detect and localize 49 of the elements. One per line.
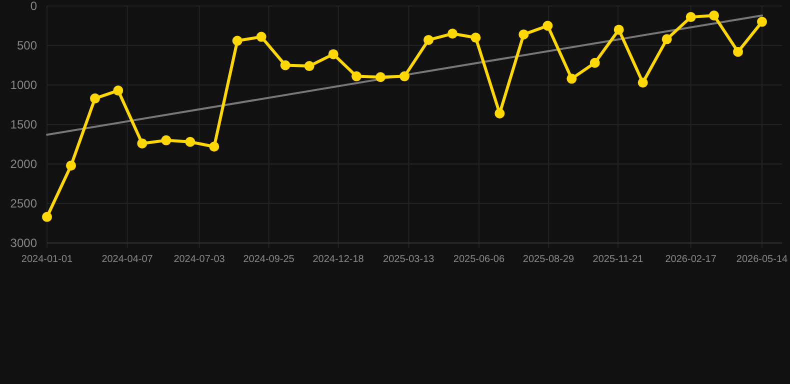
point	[304, 61, 314, 72]
y-tick-label: 1500	[10, 118, 38, 132]
point	[256, 32, 266, 42]
point	[757, 16, 767, 27]
point	[232, 36, 242, 46]
point	[352, 71, 362, 82]
point	[638, 78, 648, 88]
point	[137, 138, 148, 148]
y-tick-label: 3000	[10, 236, 38, 250]
x-tick-label: 2025-08-29	[522, 254, 575, 265]
point	[590, 58, 600, 68]
point	[66, 160, 76, 171]
point	[494, 108, 505, 118]
point	[280, 60, 290, 70]
point	[448, 28, 458, 39]
x-tick-label: 2026-02-17	[665, 254, 717, 265]
point	[709, 10, 719, 20]
point	[376, 72, 386, 82]
point	[542, 20, 553, 31]
point	[662, 34, 672, 44]
point	[686, 12, 696, 22]
x-tick-label: 2024-09-25	[243, 254, 295, 265]
x-tick-label: 2025-06-06	[453, 254, 505, 265]
x-tick-label: 2024-07-03	[174, 254, 226, 265]
point	[733, 46, 743, 57]
x-tick-label: 2025-03-13	[383, 254, 435, 265]
point	[518, 29, 529, 40]
x-tick-label: 2024-01-01	[21, 254, 74, 265]
point	[42, 212, 52, 222]
y-tick-label: 0	[30, 0, 38, 14]
point	[470, 32, 481, 43]
x-tick-label: 2025-11-21	[592, 254, 644, 265]
point	[328, 49, 338, 60]
y-tick-label: 1000	[10, 78, 38, 92]
y-tick-label: 500	[16, 38, 38, 53]
point	[209, 142, 220, 152]
point	[614, 24, 624, 35]
y-tick-label: 2000	[10, 157, 38, 172]
point	[161, 135, 172, 146]
point	[90, 93, 100, 104]
x-tick-label: 2026-05-14	[736, 254, 788, 265]
point	[566, 74, 577, 84]
point	[424, 34, 434, 45]
x-tick-label: 2024-12-18	[312, 254, 364, 265]
point	[400, 71, 410, 82]
point	[185, 136, 196, 147]
x-tick-label: 2024-04-07	[102, 254, 154, 265]
y-tick-label: 2500	[10, 196, 38, 211]
point	[113, 86, 124, 96]
